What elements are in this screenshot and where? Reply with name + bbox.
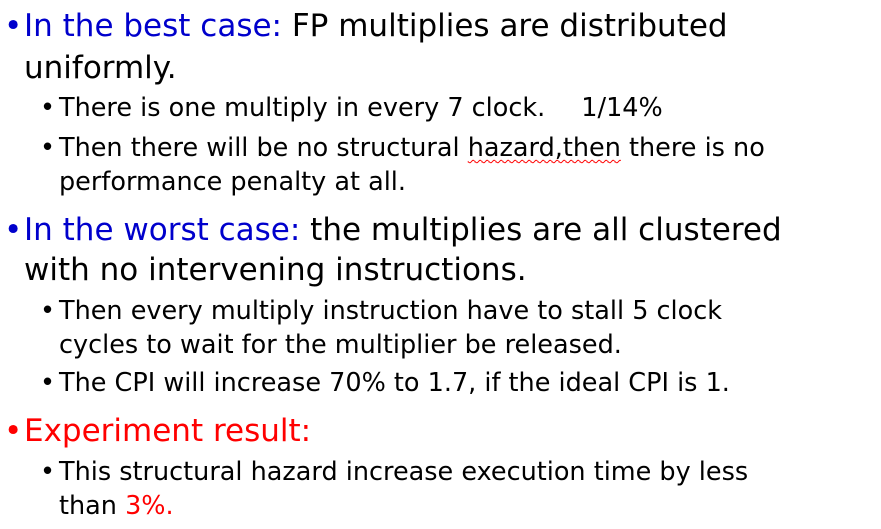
worst-case-point-2: • The CPI will increase 70% to 1.7, if th… [40,366,730,400]
worst-case-point-2-text: The CPI will increase 70% to 1.7, if the… [59,368,730,398]
experiment-result-point-1: • This structural hazard increase executi… [40,455,748,489]
experiment-result-value: 3%. [125,491,174,521]
best-case-point-1-text: There is one multiply in every 7 clock. [59,93,546,123]
worst-case-label: In the worst case: [24,212,301,248]
best-case-point-2-text: Then there will be no structural [59,133,468,163]
bullet-icon: • [40,93,56,123]
best-case-point-2-text-end: there is no [620,133,765,163]
bullet-icon: • [4,8,23,44]
spellcheck-flagged-word: hazard,then [467,133,621,163]
worst-case-text-continued: with no intervening instructions. [24,252,527,288]
worst-case-heading-line: •In the worst case: the multiplies are a… [4,210,876,250]
best-case-label: In the best case: [24,8,282,44]
best-case-point-2: • Then there will be no structural hazard… [40,131,765,165]
worst-case-point-1-continued: cycles to wait for the multiplier be rel… [59,330,622,360]
experiment-result-heading-line: •Experiment result: [4,411,876,451]
worst-case-text: the multiplies are all clustered [300,212,782,248]
worst-case-point-1-text: Then every multiply instruction have to … [59,296,723,326]
bullet-icon: • [4,413,23,449]
experiment-result-label: Experiment result: [24,413,312,449]
best-case-text: FP multiplies are distributed [282,8,728,44]
bullet-icon: • [40,296,56,326]
experiment-result-point-1-text: This structural hazard increase executio… [59,457,749,487]
bullet-icon: • [40,457,56,487]
experiment-result-point-1-continued: than 3%. [59,489,174,523]
bullet-icon: • [40,133,56,163]
best-case-heading-line: •In the best case: FP multiplies are dis… [4,6,876,46]
best-case-point-1-extra: 1/14% [581,93,663,123]
best-case-text-continued: uniformly. [24,50,177,86]
best-case-point-1: • There is one multiply in every 7 clock.… [40,91,663,125]
experiment-result-prefix: than [59,491,126,521]
worst-case-point-1: • Then every multiply instruction have to… [40,294,722,328]
bullet-icon: • [4,212,23,248]
bullet-icon: • [40,368,56,398]
best-case-point-2-continued: performance penalty at all. [59,167,406,197]
